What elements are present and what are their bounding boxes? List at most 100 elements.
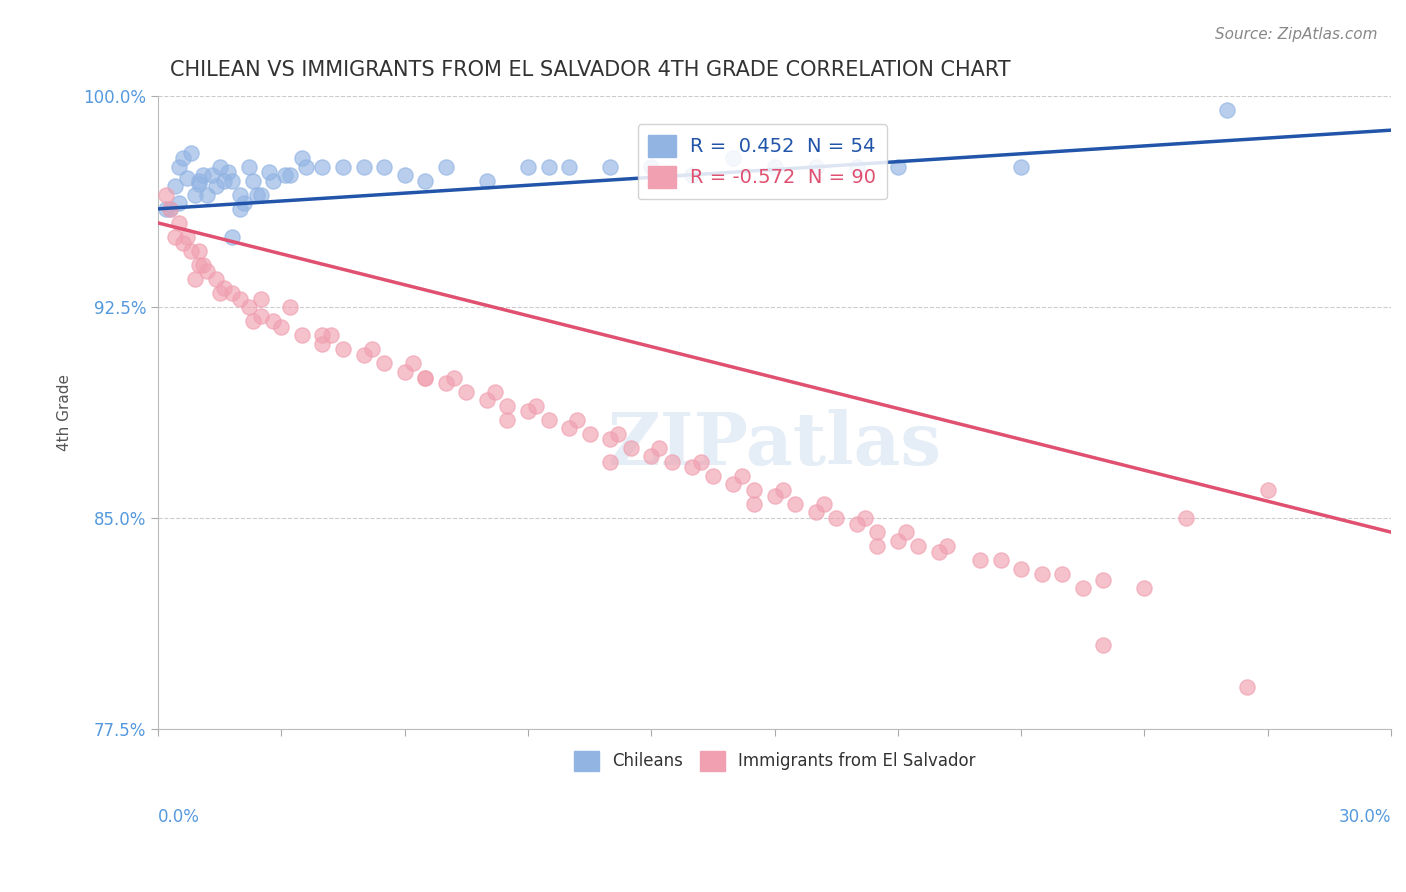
Point (295, 160, 318, 174)
Point (537, 413, 560, 427)
Point (242, 314, 264, 328)
Point (763, 160, 786, 174)
Point (184, 187, 207, 202)
Point (291, 328, 314, 343)
Point (825, 511, 848, 525)
Point (332, 343, 354, 357)
Point (928, 545, 950, 559)
Point (475, 174, 498, 188)
Point (813, 497, 835, 511)
Point (1010, 160, 1032, 174)
Point (640, 449, 662, 463)
Point (853, 511, 876, 525)
Text: CHILEAN VS IMMIGRANTS FROM EL SALVADOR 4TH GRADE CORRELATION CHART: CHILEAN VS IMMIGRANTS FROM EL SALVADOR 4… (170, 60, 1011, 79)
Point (332, 160, 354, 174)
Point (176, 230, 198, 244)
Point (167, 160, 190, 174)
Point (517, 404, 540, 418)
Point (229, 187, 252, 202)
Point (394, 365, 416, 379)
Point (620, 441, 643, 455)
Point (640, 160, 662, 174)
Text: Source: ZipAtlas.com: Source: ZipAtlas.com (1215, 27, 1378, 42)
Point (804, 160, 827, 174)
Text: ZIPatlas: ZIPatlas (607, 409, 942, 480)
Point (524, 399, 547, 413)
Point (772, 483, 794, 497)
Point (1174, 511, 1197, 525)
Point (250, 309, 273, 323)
Point (353, 348, 375, 362)
Point (1215, 103, 1237, 118)
Point (373, 160, 395, 174)
Point (208, 286, 231, 301)
Point (311, 336, 333, 351)
Point (599, 455, 621, 469)
Point (1092, 638, 1115, 652)
Point (434, 160, 457, 174)
Point (394, 168, 416, 182)
Point (172, 235, 194, 250)
Point (763, 489, 786, 503)
Point (274, 168, 297, 182)
Point (163, 230, 186, 244)
Point (456, 384, 478, 399)
Point (1092, 573, 1115, 587)
Point (262, 174, 284, 188)
Point (193, 258, 215, 272)
Point (188, 177, 211, 191)
Point (496, 413, 519, 427)
Point (1133, 582, 1156, 596)
Point (402, 356, 425, 370)
Point (443, 370, 465, 384)
Point (233, 196, 256, 211)
Point (167, 196, 190, 211)
Legend: Chileans, Immigrants from El Salvador: Chileans, Immigrants from El Salvador (567, 744, 981, 778)
Point (1031, 567, 1053, 582)
Y-axis label: 4th Grade: 4th Grade (58, 374, 72, 451)
Point (413, 370, 436, 384)
Point (373, 356, 395, 370)
Point (742, 497, 765, 511)
Point (155, 202, 177, 216)
Point (558, 160, 581, 174)
Point (681, 460, 703, 475)
Point (360, 343, 382, 357)
Point (180, 145, 202, 160)
Point (845, 160, 868, 174)
Point (413, 370, 436, 384)
Point (172, 151, 194, 165)
Point (907, 539, 929, 553)
Point (1257, 483, 1279, 497)
Point (221, 286, 243, 301)
Text: 0.0%: 0.0% (157, 807, 200, 826)
Point (184, 272, 207, 286)
Point (188, 174, 211, 188)
Point (197, 263, 219, 277)
Point (319, 328, 342, 343)
Point (238, 300, 260, 314)
Point (180, 244, 202, 258)
Point (159, 202, 181, 216)
Point (434, 376, 457, 391)
Point (936, 539, 959, 553)
Point (1236, 680, 1258, 694)
Point (212, 174, 235, 188)
Point (1050, 567, 1073, 582)
Point (311, 328, 333, 343)
Point (723, 477, 745, 491)
Point (250, 187, 273, 202)
Point (558, 421, 581, 435)
Point (1071, 582, 1094, 596)
Point (163, 179, 186, 194)
Point (723, 151, 745, 165)
Point (270, 320, 292, 334)
Point (887, 160, 910, 174)
Point (785, 497, 807, 511)
Point (990, 553, 1012, 567)
Point (607, 426, 630, 441)
Point (221, 174, 243, 188)
Point (204, 272, 226, 286)
Point (311, 160, 333, 174)
Point (702, 469, 724, 483)
